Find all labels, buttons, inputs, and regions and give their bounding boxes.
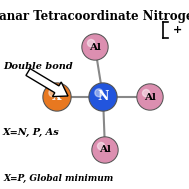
Text: Al: Al: [144, 92, 156, 101]
Circle shape: [92, 137, 118, 163]
Text: X=P, Global minimum: X=P, Global minimum: [3, 174, 113, 183]
Circle shape: [90, 84, 116, 110]
Circle shape: [44, 84, 70, 110]
Circle shape: [88, 40, 95, 47]
Text: X=N, P, As: X=N, P, As: [3, 128, 60, 137]
Text: Al: Al: [89, 43, 101, 51]
Text: X: X: [52, 91, 62, 104]
Circle shape: [138, 85, 162, 109]
Circle shape: [137, 84, 163, 110]
Circle shape: [83, 35, 107, 59]
Circle shape: [89, 83, 117, 111]
Circle shape: [49, 89, 57, 97]
Text: Al: Al: [99, 146, 111, 154]
Text: N: N: [97, 91, 109, 104]
Circle shape: [98, 143, 105, 150]
Circle shape: [95, 89, 103, 97]
Circle shape: [43, 83, 71, 111]
Polygon shape: [26, 69, 68, 97]
Text: +: +: [172, 25, 182, 35]
Circle shape: [93, 138, 117, 162]
Circle shape: [82, 34, 108, 60]
Text: Double bond: Double bond: [3, 62, 73, 71]
Text: Planar Tetracoordinate Nitrogen: Planar Tetracoordinate Nitrogen: [0, 10, 189, 23]
Circle shape: [143, 89, 150, 97]
